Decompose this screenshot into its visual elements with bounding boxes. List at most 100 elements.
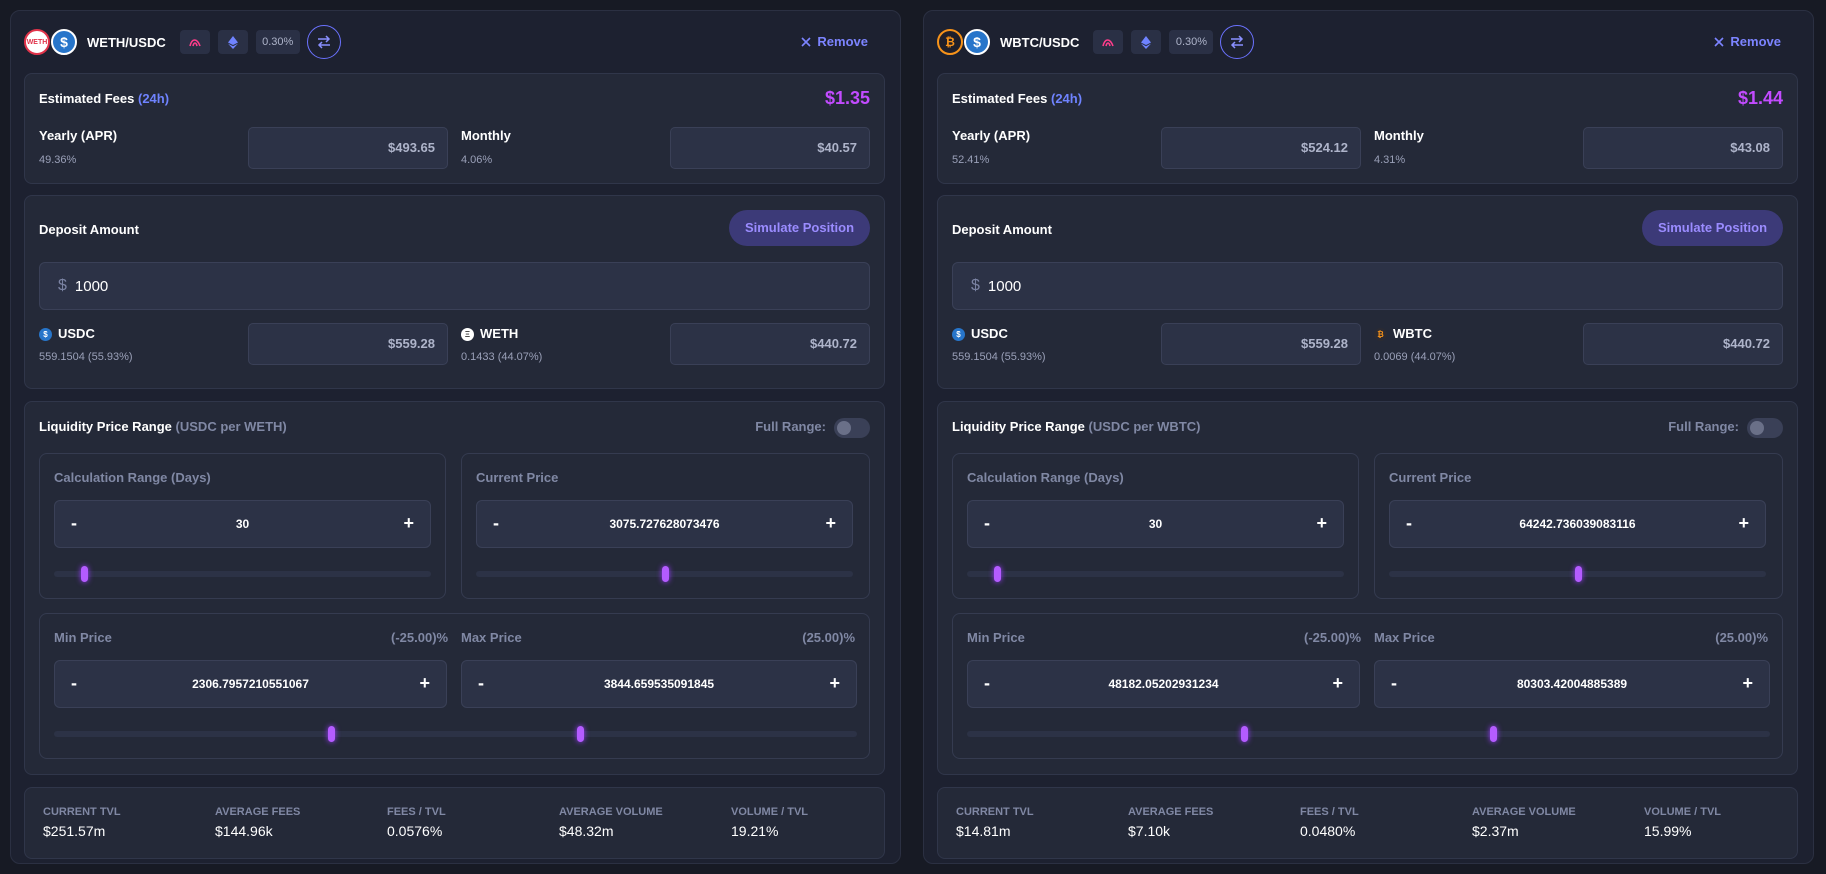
- price-range-slider[interactable]: [54, 726, 857, 742]
- decrement-button[interactable]: -: [478, 673, 484, 693]
- max-price-percent: (25.00)%: [1715, 630, 1768, 645]
- full-range-toggle[interactable]: [1747, 418, 1783, 438]
- remove-button[interactable]: Remove: [801, 34, 868, 49]
- pair-name: WBTC/USDC: [1000, 34, 1080, 50]
- min-price-stepper[interactable]: - 48182.05202931234 +: [967, 660, 1360, 708]
- yearly-apr-percent: 49.36%: [39, 154, 77, 166]
- min-price-label: Min Price: [54, 630, 112, 645]
- slider-thumb[interactable]: [1574, 566, 1582, 582]
- max-price-stepper[interactable]: - 3844.659535091845 +: [461, 660, 857, 708]
- decrement-button[interactable]: -: [984, 673, 990, 693]
- deposit-title: Deposit Amount: [39, 222, 139, 237]
- remove-button[interactable]: Remove: [1714, 34, 1781, 49]
- stat-item: FEES / TVL 0.0480%: [1300, 806, 1359, 839]
- range-unit: (USDC per WBTC): [1088, 419, 1201, 434]
- increment-button[interactable]: +: [1316, 513, 1327, 533]
- token1-label: $ USDC: [39, 326, 95, 342]
- decrement-button[interactable]: -: [71, 513, 77, 533]
- range-unit: (USDC per WETH): [175, 419, 287, 434]
- min-price-thumb[interactable]: [1241, 726, 1249, 742]
- deposit-amount-input[interactable]: $ 1000: [39, 262, 870, 310]
- simulate-position-button[interactable]: Simulate Position: [1642, 210, 1783, 246]
- decrement-button[interactable]: -: [984, 513, 990, 533]
- close-icon: [801, 36, 811, 47]
- stat-item: CURRENT TVL $14.81m: [956, 806, 1034, 839]
- increment-button[interactable]: +: [1742, 673, 1753, 693]
- currency-symbol: $: [971, 277, 980, 294]
- weth-icon: Ξ: [461, 328, 474, 342]
- calculation-range-slider[interactable]: [54, 566, 431, 582]
- ethereum-network-icon[interactable]: [1131, 30, 1162, 54]
- liquidity-range-title: Liquidity Price Range (USDC per WBTC): [952, 419, 1201, 434]
- panel-header: WETH $ WETH/USDC 0.30% Remove: [24, 25, 886, 59]
- wbtc-icon: ₿: [937, 29, 963, 55]
- fee-tier-badge: 0.30%: [255, 30, 300, 54]
- calculation-range-value: 30: [1148, 517, 1163, 531]
- ethereum-icon: [1141, 35, 1152, 49]
- max-price-thumb[interactable]: [1489, 726, 1497, 742]
- current-price-slider[interactable]: [1389, 566, 1766, 582]
- token2-label: Ξ WETH: [461, 326, 518, 342]
- calculation-range-stepper[interactable]: - 30 +: [967, 500, 1344, 548]
- full-range-toggle[interactable]: [834, 418, 870, 438]
- deposit-amount-input[interactable]: $ 1000: [952, 262, 1783, 310]
- increment-button[interactable]: +: [829, 673, 840, 693]
- current-price-slider[interactable]: [476, 566, 853, 582]
- stat-label: AVERAGE VOLUME: [1472, 806, 1576, 818]
- increment-button[interactable]: +: [1332, 673, 1343, 693]
- current-price-stepper[interactable]: - 3075.727628073476 +: [476, 500, 853, 548]
- simulate-position-button[interactable]: Simulate Position: [729, 210, 870, 246]
- full-range-label: Full Range:: [1668, 419, 1739, 434]
- decrement-button[interactable]: -: [1406, 513, 1412, 533]
- calculation-range-stepper[interactable]: - 30 +: [54, 500, 431, 548]
- monthly-label: Monthly: [1374, 128, 1424, 143]
- max-price-thumb[interactable]: [576, 726, 584, 742]
- current-price-value: 3075.727628073476: [609, 517, 720, 531]
- calculation-range-slider[interactable]: [967, 566, 1344, 582]
- slider-thumb[interactable]: [81, 566, 89, 582]
- token1-detail: 559.1504 (55.93%): [952, 351, 1046, 363]
- increment-button[interactable]: +: [825, 513, 836, 533]
- stat-value: $14.81m: [956, 823, 1011, 839]
- stat-value: $144.96k: [215, 823, 273, 839]
- monthly-fees-value: $43.08: [1583, 127, 1783, 169]
- stat-label: VOLUME / TVL: [1644, 806, 1721, 818]
- swap-tokens-button[interactable]: [1220, 25, 1255, 59]
- slider-thumb[interactable]: [661, 566, 669, 582]
- remove-label: Remove: [1730, 34, 1781, 49]
- swap-tokens-button[interactable]: [306, 25, 341, 59]
- decrement-button[interactable]: -: [71, 673, 77, 693]
- min-price-percent: (-25.00)%: [391, 630, 449, 645]
- max-price-stepper[interactable]: - 80303.42004885389 +: [1374, 660, 1770, 708]
- min-price-percent: (-25.00)%: [1304, 630, 1362, 645]
- monthly-fees-value: $40.57: [670, 127, 870, 169]
- increment-button[interactable]: +: [1738, 513, 1749, 533]
- min-price-stepper[interactable]: - 2306.7957210551067 +: [54, 660, 447, 708]
- current-price-stepper[interactable]: - 64242.736039083116 +: [1389, 500, 1766, 548]
- increment-button[interactable]: +: [403, 513, 414, 533]
- estimated-fees-value: $1.44: [1737, 88, 1783, 108]
- deposit-title: Deposit Amount: [952, 222, 1052, 237]
- price-range-slider[interactable]: [967, 726, 1770, 742]
- decrement-button[interactable]: -: [1391, 673, 1397, 693]
- current-price-label: Current Price: [476, 470, 559, 485]
- currency-symbol: $: [58, 277, 67, 294]
- liquidity-range-title: Liquidity Price Range (USDC per WETH): [39, 419, 287, 434]
- stat-label: AVERAGE VOLUME: [559, 806, 663, 818]
- ethereum-network-icon[interactable]: [217, 30, 248, 54]
- swap-arrows-icon: [1231, 35, 1244, 49]
- stat-value: $251.57m: [43, 823, 106, 839]
- monthly-percent: 4.31%: [1374, 154, 1406, 166]
- usdc-icon: $: [51, 29, 77, 55]
- position-panel: ₿ $ WBTC/USDC 0.30% Remove Estimated Fee…: [923, 10, 1814, 864]
- liquidity-range-card: Liquidity Price Range (USDC per WETH) Fu…: [24, 401, 885, 775]
- min-price-thumb[interactable]: [328, 726, 336, 742]
- deposit-amount-value: 1000: [74, 277, 109, 295]
- usdc-icon: $: [39, 328, 52, 342]
- uniswap-icon[interactable]: [179, 30, 210, 54]
- increment-button[interactable]: +: [419, 673, 430, 693]
- slider-thumb[interactable]: [994, 566, 1002, 582]
- decrement-button[interactable]: -: [493, 513, 499, 533]
- uniswap-icon[interactable]: [1093, 30, 1124, 54]
- deposit-card: Deposit Amount Simulate Position $ 1000 …: [24, 195, 885, 389]
